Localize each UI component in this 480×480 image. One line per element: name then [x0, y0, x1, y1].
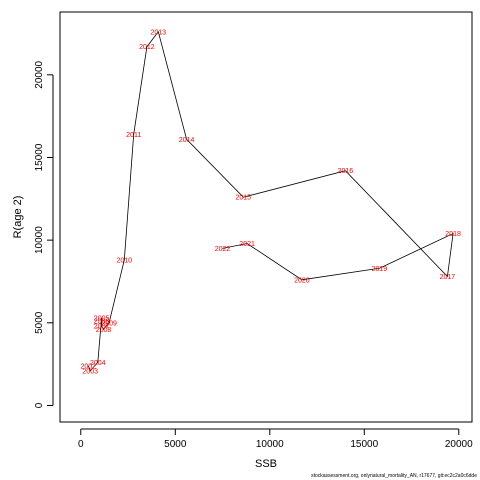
y-tick-label: 10000 [34, 226, 45, 254]
year-label-2017: 2017 [440, 274, 456, 281]
x-tick-label: 5000 [164, 439, 187, 450]
year-label-2015: 2015 [236, 195, 252, 202]
series-line [87, 30, 454, 372]
year-label-2004: 2004 [90, 360, 106, 367]
plot-frame [59, 11, 473, 423]
year-label-2007: 2007 [94, 324, 110, 331]
year-label-2014: 2014 [179, 137, 195, 144]
year-label-2022: 2022 [215, 246, 231, 253]
year-label-2020: 2020 [294, 277, 310, 284]
year-label-2008: 2008 [96, 327, 112, 334]
y-tick-label: 15000 [34, 143, 45, 171]
x-tick-label: 10000 [256, 439, 284, 450]
year-label-2005: 2005 [94, 315, 110, 322]
y-tick-label: 0 [34, 402, 45, 408]
year-label-2016: 2016 [338, 168, 354, 175]
x-axis: 0 5000 10000 15000 20000 [78, 428, 473, 450]
year-label-2011: 2011 [126, 132, 141, 139]
footer-text: stockassessment.org, onlynatural_mortali… [311, 473, 477, 479]
year-label-2002: 2002 [81, 363, 97, 370]
x-tick-label: 0 [78, 439, 84, 450]
year-label-2013: 2013 [151, 29, 167, 36]
x-axis-title: SSB [255, 458, 277, 470]
year-label-2021: 2021 [239, 241, 255, 248]
year-label-2009: 2009 [101, 320, 117, 327]
year-label-2019: 2019 [372, 266, 388, 273]
y-axis: 0 5000 10000 15000 20000 [34, 60, 54, 408]
x-tick-label: 15000 [350, 439, 378, 450]
year-label-2006: 2006 [94, 319, 110, 326]
year-label-2012: 2012 [139, 44, 155, 51]
year-label-2018: 2018 [445, 231, 461, 238]
y-tick-label: 5000 [34, 311, 45, 334]
x-tick-label: 20000 [445, 439, 473, 450]
y-axis-title: R(age 2) [12, 196, 24, 239]
year-label-2010: 2010 [117, 258, 133, 265]
y-tick-label: 20000 [34, 60, 45, 88]
year-label-2003: 2003 [82, 368, 98, 375]
